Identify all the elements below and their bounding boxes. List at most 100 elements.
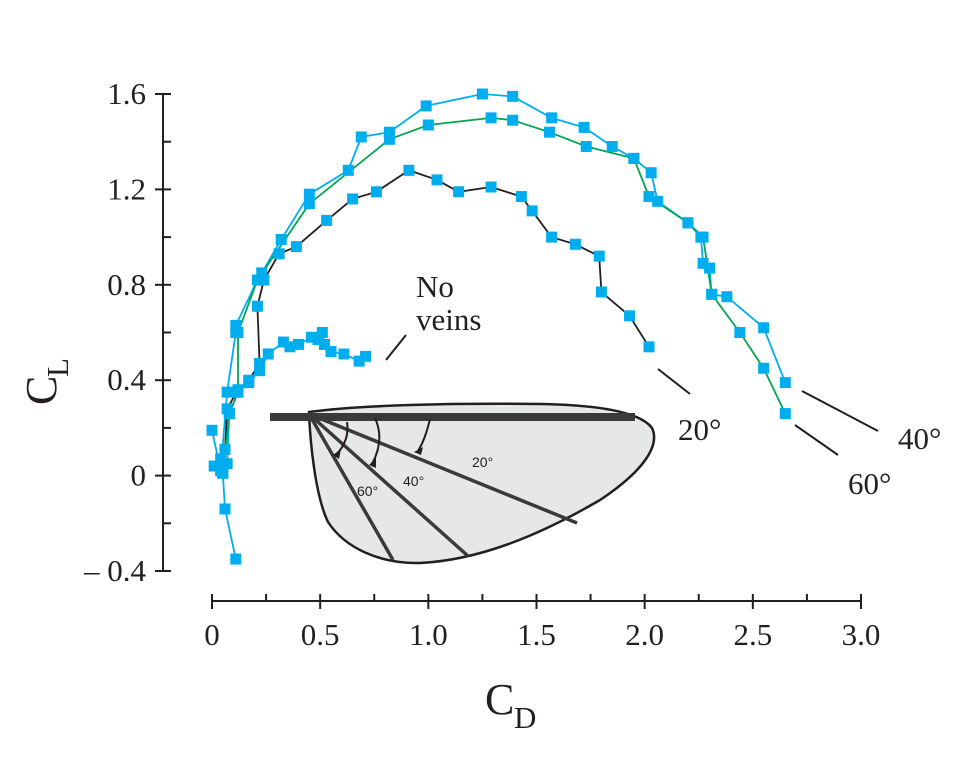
x-tick-label: 3.0: [842, 617, 881, 652]
angle-arrowhead-40: [369, 458, 376, 468]
data-point-20deg: [219, 443, 231, 455]
y-axis-title-sub: L: [40, 358, 75, 377]
data-point-no-veins: [219, 503, 231, 515]
callout-no-veins-line1: No: [416, 269, 454, 304]
ticks: [155, 93, 862, 609]
data-point-60deg: [507, 114, 519, 126]
data-point-no-veins: [312, 334, 324, 346]
data-point-20deg: [546, 231, 558, 243]
data-point-no-veins: [360, 350, 372, 362]
data-point-60deg: [580, 140, 592, 152]
data-point-20deg: [251, 300, 263, 312]
data-point-20deg: [208, 460, 220, 472]
inset-label-40: 40°: [403, 473, 424, 489]
data-point-20deg: [431, 174, 443, 186]
data-point-no-veins: [262, 348, 274, 360]
leader-40: [801, 390, 879, 432]
data-point-60deg: [223, 408, 235, 420]
data-point-20deg: [347, 193, 359, 205]
angle-arrowhead-20: [414, 447, 423, 455]
data-point-40deg: [206, 424, 218, 436]
data-point-20deg: [624, 310, 636, 322]
angle-arrowhead-60: [333, 449, 341, 459]
data-point-no-veins: [316, 327, 328, 338]
y-axis-title: C L: [17, 358, 75, 405]
y-tick-label: 1.2: [107, 171, 146, 206]
data-point-60deg: [232, 386, 244, 398]
data-point-40deg: [758, 322, 770, 334]
data-point-40deg: [420, 100, 432, 112]
data-point-60deg: [543, 126, 555, 138]
data-point-40deg: [355, 131, 367, 143]
data-point-no-veins: [254, 365, 266, 377]
data-point-60deg: [251, 274, 263, 286]
callout-60: 60°: [848, 466, 891, 501]
data-point-60deg: [628, 152, 640, 164]
x-axis-title-main: C: [485, 675, 514, 724]
data-point-20deg: [258, 274, 270, 286]
x-axis-title-sub: D: [514, 700, 536, 735]
wing-inset: 20° 40° 60°: [270, 402, 656, 565]
data-point-20deg: [243, 374, 255, 386]
data-point-20deg: [643, 341, 655, 353]
data-point-no-veins: [215, 453, 227, 465]
x-tick-label: 1.0: [409, 617, 448, 652]
data-point-40deg: [221, 386, 233, 398]
leader-20: [657, 368, 691, 395]
data-point-20deg: [290, 241, 302, 253]
data-point-60deg: [422, 119, 434, 131]
data-point-40deg: [652, 195, 664, 207]
angle-arc-20: [417, 418, 431, 452]
data-point-no-veins: [277, 336, 289, 348]
data-point-no-veins: [318, 338, 330, 350]
data-point-60deg: [485, 112, 497, 124]
data-point-no-veins: [293, 338, 305, 350]
x-tick-label: 1.5: [517, 617, 556, 652]
x-axis-title: C D: [485, 675, 536, 735]
series-markers: [206, 88, 791, 565]
angle-arc-40: [371, 417, 381, 465]
data-point-40deg: [275, 233, 287, 245]
data-point-40deg: [546, 112, 558, 124]
data-point-60deg: [383, 133, 395, 145]
inset-label-20: 20°: [472, 454, 493, 470]
data-point-60deg: [232, 327, 244, 338]
data-point-no-veins: [284, 341, 296, 353]
data-point-20deg: [526, 205, 538, 217]
callouts: No veins 20° 40° 60°: [385, 269, 941, 501]
data-point-40deg: [697, 257, 709, 269]
data-point-20deg: [485, 181, 497, 193]
data-point-40deg: [230, 319, 242, 331]
data-point-no-veins: [325, 346, 337, 358]
vein-40: [307, 412, 470, 558]
data-point-40deg: [645, 167, 657, 179]
data-point-20deg: [321, 214, 333, 226]
data-point-40deg: [704, 262, 716, 274]
data-point-no-veins: [230, 553, 242, 565]
data-point-20deg: [515, 191, 527, 203]
data-point-no-veins: [221, 458, 233, 470]
data-point-20deg: [593, 250, 605, 262]
leader-60: [794, 424, 839, 456]
data-point-20deg: [453, 186, 465, 198]
data-point-60deg: [706, 288, 718, 300]
data-point-20deg: [569, 238, 581, 250]
vein-60: [307, 413, 395, 561]
data-point-40deg: [476, 88, 488, 100]
y-tick-label: – 0.4: [83, 553, 147, 588]
data-point-40deg: [779, 377, 791, 389]
y-tick-label: 1.6: [107, 76, 146, 111]
data-point-60deg: [217, 467, 229, 479]
data-point-40deg: [606, 140, 618, 152]
data-point-20deg: [403, 164, 415, 176]
data-point-40deg: [578, 121, 590, 133]
data-point-20deg: [370, 186, 382, 198]
callout-40: 40°: [898, 421, 941, 456]
data-point-60deg: [303, 198, 315, 210]
data-point-40deg: [383, 126, 395, 138]
data-point-20deg: [595, 286, 607, 298]
callout-20: 20°: [678, 412, 721, 447]
data-point-no-veins: [338, 348, 350, 360]
data-point-no-veins: [353, 355, 365, 367]
